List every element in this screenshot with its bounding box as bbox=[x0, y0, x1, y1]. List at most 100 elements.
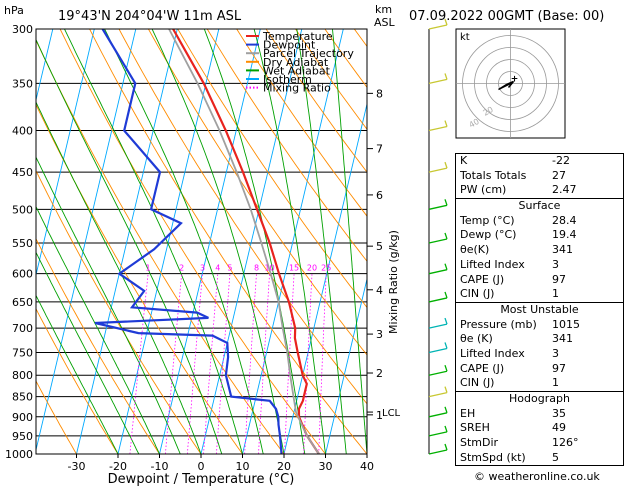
surface-row: Lifted Index 3 bbox=[456, 258, 623, 273]
mixing-ratio-label: 2 bbox=[179, 264, 184, 273]
x-tick-label: -20 bbox=[109, 460, 127, 473]
hodograph-trace bbox=[498, 80, 515, 91]
legend-item-label: Dewpoint bbox=[263, 39, 316, 52]
wind-barb bbox=[428, 365, 448, 376]
isotherm-line bbox=[283, 102, 367, 454]
surface-row: Dewp (°C) 19.4 bbox=[456, 228, 623, 243]
wet-adiabat-line bbox=[253, 29, 326, 454]
surface-row: Temp (°C) 28.4 bbox=[456, 214, 623, 229]
surface-label: θe(K) bbox=[460, 243, 490, 257]
pressure-tick-label: 450 bbox=[12, 166, 33, 179]
legend-item-label: Parcel Trajectory bbox=[263, 47, 354, 60]
wind-barb bbox=[428, 342, 448, 354]
wind-barb bbox=[428, 386, 448, 398]
most-unstable-row: Pressure (mb) 1015 bbox=[456, 318, 623, 333]
hodograph-value: 35 bbox=[552, 406, 566, 420]
most-unstable-label: θe (K) bbox=[460, 332, 493, 346]
dry-adiabat-line bbox=[206, 29, 367, 262]
height-tick-label: 4 bbox=[376, 284, 383, 297]
pressure-tick-label: 700 bbox=[12, 322, 33, 335]
location-label: 19°43'N 204°04'W 11m ASL bbox=[58, 9, 242, 24]
most-unstable-value: 97 bbox=[552, 361, 566, 375]
pressure-tick-label: 850 bbox=[12, 391, 33, 404]
index-row: K -22 bbox=[456, 154, 623, 169]
index-row: PW (cm) 2.47 bbox=[456, 183, 623, 198]
mixing-ratio-label: 20 bbox=[307, 264, 317, 273]
x-tick-label: -30 bbox=[68, 460, 86, 473]
wind-barb bbox=[428, 406, 448, 418]
isotherm-line bbox=[325, 277, 367, 454]
wet-adiabat-line bbox=[64, 29, 243, 454]
isotherm-line bbox=[36, 29, 95, 277]
most-unstable-value: 1 bbox=[552, 376, 559, 390]
hodograph-plot: + bbox=[456, 29, 565, 138]
pressure-tick-label: 900 bbox=[12, 411, 33, 424]
series-parcel-trajectory bbox=[168, 29, 320, 454]
most-unstable-row: CIN (J) 1 bbox=[456, 376, 623, 391]
mixing-ratio-line bbox=[187, 273, 203, 454]
height-tick-label: 3 bbox=[376, 328, 383, 341]
height-tick-label: 7 bbox=[376, 143, 383, 156]
surface-value: 97 bbox=[552, 272, 566, 286]
dry-adiabat-line bbox=[36, 103, 243, 454]
dry-adiabat-line bbox=[265, 29, 367, 173]
hodograph-row: StmDir 126° bbox=[456, 436, 623, 451]
wet-adiabat-line bbox=[36, 251, 140, 454]
dry-adiabat-line bbox=[89, 29, 367, 454]
most-unstable-value: 1015 bbox=[552, 317, 580, 331]
mixing-ratio-line bbox=[129, 273, 149, 454]
hodograph-value: 126° bbox=[552, 436, 579, 450]
wet-adiabat-line bbox=[296, 29, 347, 454]
hodograph-row: EH 35 bbox=[456, 407, 623, 422]
hodograph-section: Hodograph EH 35 SREH 49 StmDir 126° StmSpd (kt… bbox=[456, 391, 623, 465]
surface-row: θe(K) 341 bbox=[456, 243, 623, 258]
index-value: 27 bbox=[552, 168, 566, 182]
surface-row: CAPE (J) 97 bbox=[456, 273, 623, 288]
indices-top-section: K -22 Totals Totals 27 PW (cm) 2.47 bbox=[456, 154, 623, 198]
wet-adiabat-line bbox=[36, 294, 119, 454]
isotherm-line bbox=[76, 29, 178, 454]
most-unstable-label: Lifted Index bbox=[460, 346, 525, 360]
mixing-ratio-label: 8 bbox=[254, 264, 259, 273]
dry-adiabat-line bbox=[59, 29, 326, 454]
wind-barb bbox=[428, 263, 448, 275]
mixing-ratio-label: 4 bbox=[215, 264, 220, 273]
wind-barb bbox=[428, 199, 448, 210]
surface-label: Lifted Index bbox=[460, 257, 525, 271]
wind-barb bbox=[428, 73, 448, 85]
pressure-tick-label: 350 bbox=[12, 77, 33, 90]
x-tick-label: 10 bbox=[236, 460, 250, 473]
pressure-tick-label: 950 bbox=[12, 430, 33, 443]
most-unstable-section: Most Unstable Pressure (mb) 1015 θe (K) 341… bbox=[456, 301, 623, 391]
most-unstable-row: θe (K) 341 bbox=[456, 332, 623, 347]
hodograph-label: EH bbox=[460, 406, 476, 420]
pressure-unit-label: hPa bbox=[4, 4, 24, 17]
height-unit-km: km bbox=[375, 3, 392, 16]
dry-adiabat-line bbox=[36, 39, 285, 454]
height-tick-label: 6 bbox=[376, 189, 383, 202]
mixing-ratio-label: 15 bbox=[289, 264, 299, 273]
wind-barb bbox=[428, 232, 448, 244]
wind-barb bbox=[428, 291, 448, 303]
x-tick-label: 0 bbox=[198, 460, 205, 473]
surface-label: Temp (°C) bbox=[460, 213, 515, 227]
hodograph-label: StmDir bbox=[460, 436, 499, 450]
surface-row: CIN (J) 1 bbox=[456, 287, 623, 302]
wind-barb bbox=[428, 18, 448, 30]
legend-item-label: Isotherm bbox=[263, 73, 312, 86]
wind-barb bbox=[428, 425, 448, 437]
hodograph-row: StmSpd (kt) 5 bbox=[456, 451, 623, 466]
pressure-tick-label: 300 bbox=[12, 23, 33, 36]
height-tick-label: 2 bbox=[376, 367, 383, 380]
dry-adiabat-line bbox=[36, 307, 119, 454]
mixing-ratio-label: 25 bbox=[321, 264, 331, 273]
dry-adiabat-line bbox=[177, 29, 367, 309]
surface-value: 341 bbox=[552, 243, 573, 257]
index-label: PW (cm) bbox=[460, 183, 507, 197]
most-unstable-row: Lifted Index 3 bbox=[456, 347, 623, 362]
isotherm-line bbox=[242, 29, 344, 454]
hodograph-ring-label: 40 bbox=[468, 117, 481, 130]
most-unstable-label: Pressure (mb) bbox=[460, 317, 537, 331]
wet-adiabat-line bbox=[332, 29, 367, 454]
mixing-ratio-line bbox=[165, 273, 183, 454]
